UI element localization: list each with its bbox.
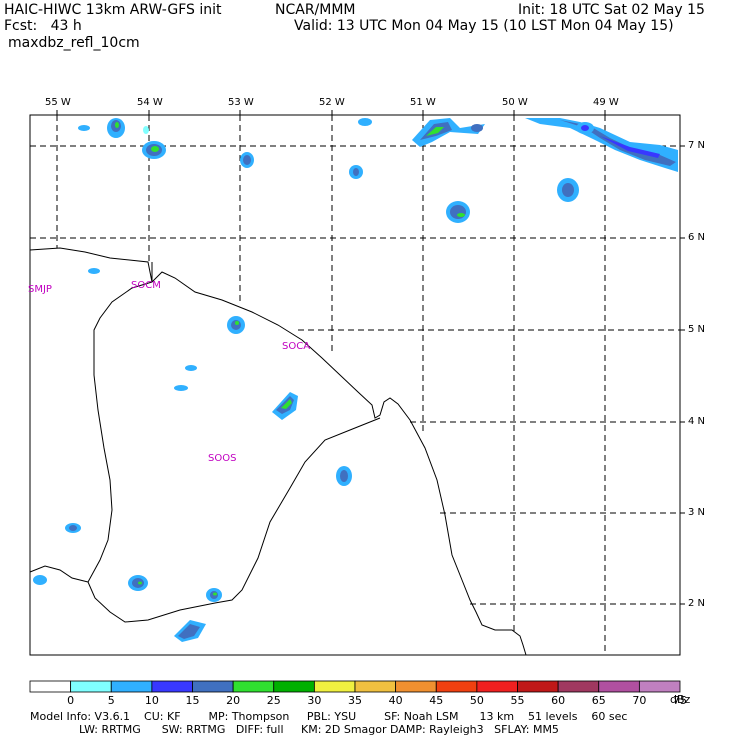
tick-marks: [56, 110, 685, 605]
colorbar-segment: [354, 680, 397, 693]
model-info-line2: LW: RRTMG SW: RRTMG DIFF: full KM: 2D Sm…: [30, 723, 559, 736]
colorbar-value: 55: [510, 694, 525, 707]
model-info-line1: Model Info: V3.6.1 CU: KF MP: Thompson P…: [30, 710, 628, 723]
colorbar-value: 20: [226, 694, 241, 707]
lon-label: 53 W: [228, 97, 254, 108]
forecast-hour: Fcst: 43 h: [4, 18, 82, 34]
colorbar-segment: [517, 680, 559, 693]
init-time: Init: 18 UTC Sat 02 May 15: [518, 2, 705, 18]
colorbar-unit: dBz: [670, 693, 691, 706]
lon-label: 54 W: [137, 97, 163, 108]
lon-label: 50 W: [502, 97, 528, 108]
graticule: [30, 115, 680, 655]
colorbar-segment: [29, 680, 72, 693]
field-name: maxdbz_refl_10cm: [8, 35, 140, 51]
colorbar-segment: [313, 680, 356, 693]
colorbar-value: 15: [185, 694, 200, 707]
colorbar-segment: [638, 680, 681, 693]
lat-label: 7 N: [688, 140, 706, 151]
lon-label: 55 W: [45, 97, 71, 108]
colorbar-value: 60: [551, 694, 566, 707]
colorbar-segment: [273, 680, 315, 693]
border-line: [29, 565, 89, 583]
colorbar-value: 75: [673, 694, 687, 707]
colorbar-value: 65: [591, 694, 606, 707]
station-label: SOCM: [131, 280, 161, 291]
station-label: SOOS: [208, 453, 237, 464]
institution-label: NCAR/MMM: [275, 2, 356, 18]
colorbar-segment: [435, 680, 478, 693]
lat-label: 2 N: [688, 598, 706, 609]
colorbar-value: 0: [67, 694, 75, 707]
colorbar-value: 35: [348, 694, 362, 707]
station-label: SOCA: [282, 341, 311, 352]
colorbar-value: 45: [429, 694, 444, 707]
colorbar-value: 25: [266, 694, 281, 707]
model-title: HAIC-HIWC 13km ARW-GFS init: [4, 2, 222, 18]
colorbar-value: 30: [307, 694, 322, 707]
colorbar-segment: [476, 680, 518, 693]
lat-label: 3 N: [688, 507, 706, 518]
valid-time: Valid: 13 UTC Mon 04 May 15 (10 LST Mon …: [294, 18, 674, 34]
colorbar-segment: [598, 680, 640, 693]
lon-label: 51 W: [410, 97, 436, 108]
lat-label: 4 N: [688, 416, 706, 427]
map-frame: [29, 114, 681, 656]
lon-label: 52 W: [319, 97, 345, 108]
colorbar-segment: [395, 680, 437, 693]
lon-label: 49 W: [593, 97, 619, 108]
colorbar-segment: [151, 680, 193, 693]
station-label: SMJP: [28, 284, 52, 295]
colorbar-segment: [70, 680, 112, 693]
colorbar-segment: [232, 680, 275, 693]
colorbar: [29, 680, 681, 693]
coastline: [29, 247, 527, 656]
colorbar-segment: [110, 680, 153, 693]
colorbar-segment: [192, 680, 234, 693]
lat-label: 6 N: [688, 232, 706, 243]
lat-label: 5 N: [688, 324, 706, 335]
colorbar-value: 10: [144, 694, 159, 707]
colorbar-value: 70: [632, 694, 647, 707]
border-line: [87, 281, 381, 623]
colorbar-value: 40: [388, 694, 403, 707]
colorbar-value: 50: [469, 694, 484, 707]
colorbar-segment: [557, 680, 600, 693]
colorbar-value: 5: [107, 694, 115, 707]
reflectivity-cells: [33, 118, 678, 642]
